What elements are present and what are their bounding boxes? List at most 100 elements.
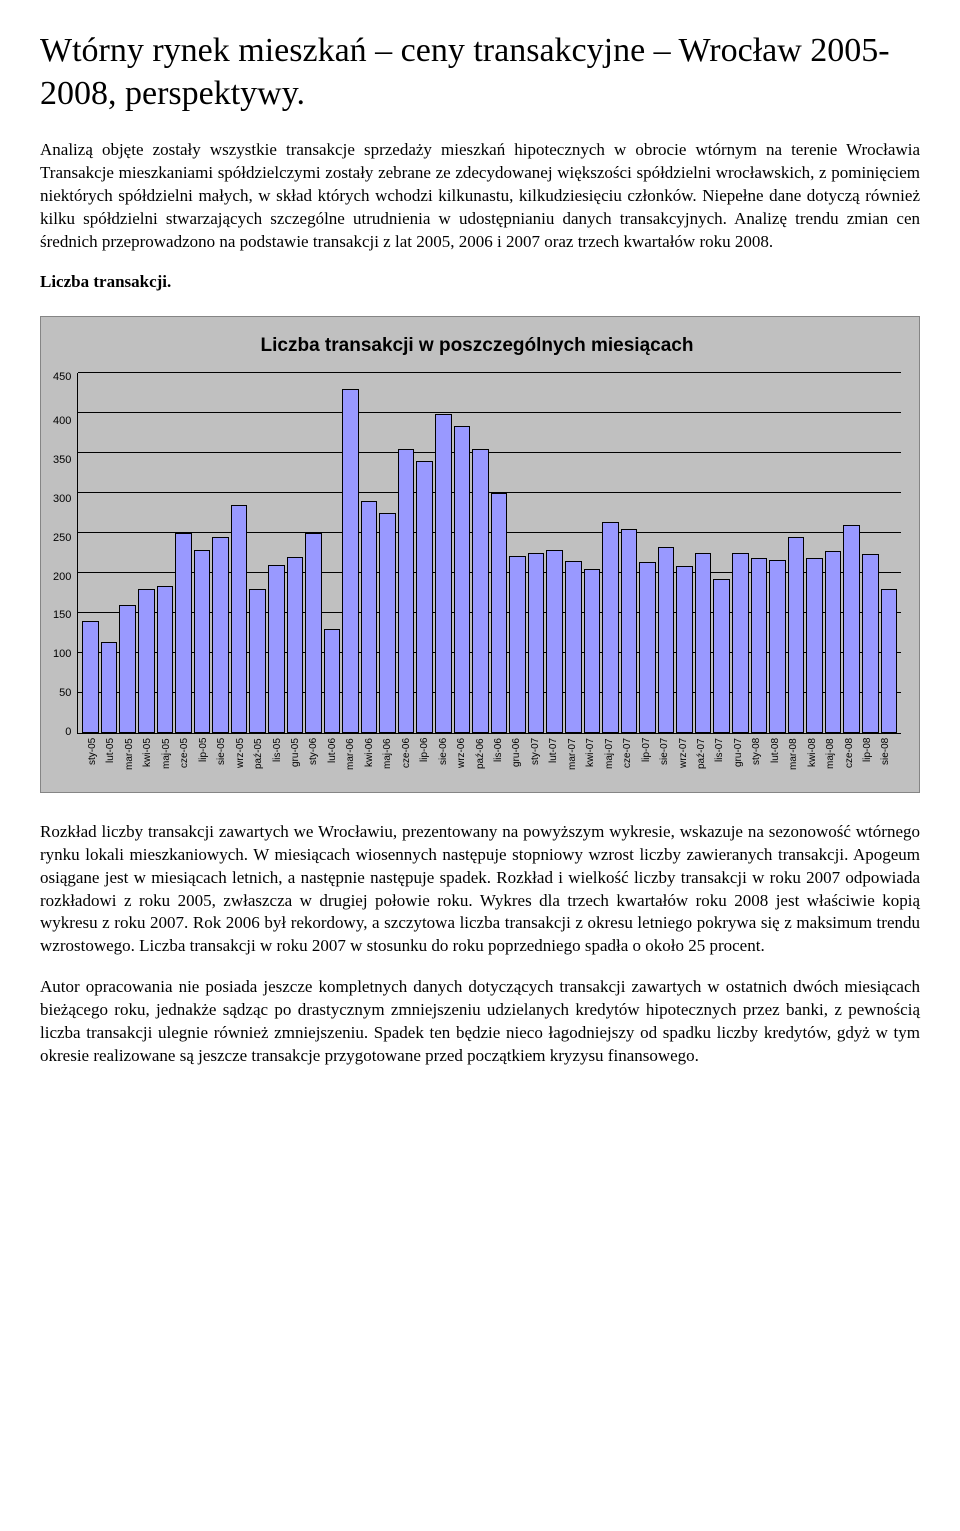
bar [676,566,693,732]
x-tick-label: paź-06 [475,738,491,784]
grid-line [78,372,901,373]
x-tick-label: paź-07 [696,738,712,784]
analysis-paragraph-2: Autor opracowania nie posiada jeszcze ko… [40,976,920,1068]
bar [602,522,619,733]
x-tick-label: maj-07 [604,738,620,784]
bar [862,554,879,733]
grid-line [78,532,901,533]
bar [565,561,582,733]
x-tick-label: maj-05 [161,738,177,784]
x-tick-label: gru-07 [733,738,749,784]
x-tick-label: sie-07 [659,738,675,784]
x-tick-label: cze-05 [179,738,195,784]
x-tick-label: wrz-07 [678,738,694,784]
bar [546,550,563,732]
bar [138,589,155,733]
section-heading-liczba: Liczba transakcji. [40,272,920,292]
x-tick-label: wrz-05 [235,738,251,784]
bar [788,537,805,733]
bar [509,556,526,733]
x-tick-label: cze-06 [401,738,417,784]
x-tick-label: sty-08 [751,738,767,784]
x-tick-label: mar-06 [345,738,361,784]
x-tick-label: kwi-05 [142,738,158,784]
bar [806,558,823,732]
y-tick-label: 0 [65,727,71,738]
bar [416,461,433,733]
y-tick-label: 200 [53,572,71,583]
bar [769,560,786,733]
grid-line [78,492,901,493]
bar [435,414,452,732]
analysis-paragraph-1: Rozkład liczby transakcji zawartych we W… [40,821,920,959]
bar [249,589,266,733]
bar [324,629,341,733]
x-tick-label: lut-07 [548,738,564,784]
x-tick-label: lip-05 [198,738,214,784]
bar [361,501,378,733]
bar [491,493,508,733]
x-tick-label: gru-06 [511,738,527,784]
bar [398,449,415,733]
intro-paragraph: Analizą objęte zostały wszystkie transak… [40,139,920,254]
bar [82,621,99,733]
page-title: Wtórny rynek mieszkań – ceny transakcyjn… [40,30,920,115]
x-tick-label: cze-07 [622,738,638,784]
y-tick-label: 450 [53,372,71,383]
bar [342,389,359,733]
chart-y-axis: 450400350300250200150100500 [53,373,77,733]
x-tick-label: lut-05 [105,738,121,784]
x-tick-label: lut-08 [770,738,786,784]
bar [268,565,285,733]
bar [751,558,768,732]
bar [212,537,229,733]
y-tick-label: 250 [53,533,71,544]
x-tick-label: sie-05 [216,738,232,784]
bar [825,551,842,733]
bar [528,553,545,733]
x-tick-label: kwi-08 [807,738,823,784]
x-tick-label: mar-08 [788,738,804,784]
grid-line [78,412,901,413]
x-tick-label: wrz-06 [456,738,472,784]
bar [379,513,396,733]
x-tick-label: mar-07 [567,738,583,784]
bar [584,569,601,733]
bar [454,426,471,732]
x-tick-label: gru-05 [290,738,306,784]
bar [639,562,656,733]
transactions-chart: Liczba transakcji w poszczególnych miesi… [40,316,920,793]
chart-plot-area [77,373,901,734]
y-tick-label: 400 [53,416,71,427]
x-tick-label: cze-08 [844,738,860,784]
x-tick-label: maj-06 [382,738,398,784]
bar [732,553,749,733]
chart-x-axis: sty-05lut-05mar-05kwi-05maj-05cze-05lip-… [83,738,901,784]
bar [658,547,675,733]
grid-line [78,452,901,453]
x-tick-label: lip-08 [862,738,878,784]
bar [157,586,174,732]
x-tick-label: maj-08 [825,738,841,784]
bar [194,550,211,732]
bar [175,533,192,733]
x-tick-label: lis-06 [493,738,509,784]
bar [695,553,712,733]
x-tick-label: sty-07 [530,738,546,784]
y-tick-label: 350 [53,455,71,466]
x-tick-label: mar-05 [124,738,140,784]
x-tick-label: sie-08 [880,738,896,784]
bar [119,605,136,733]
bar [101,642,118,732]
x-tick-label: lut-06 [327,738,343,784]
x-tick-label: sty-05 [87,738,103,784]
y-tick-label: 300 [53,494,71,505]
x-tick-label: lip-07 [641,738,657,784]
bar [843,525,860,733]
x-tick-label: sty-06 [308,738,324,784]
chart-title: Liczba transakcji w poszczególnych miesi… [53,335,901,357]
bar [713,579,730,733]
x-tick-label: lip-06 [419,738,435,784]
bar [305,533,322,733]
x-tick-label: kwi-07 [585,738,601,784]
